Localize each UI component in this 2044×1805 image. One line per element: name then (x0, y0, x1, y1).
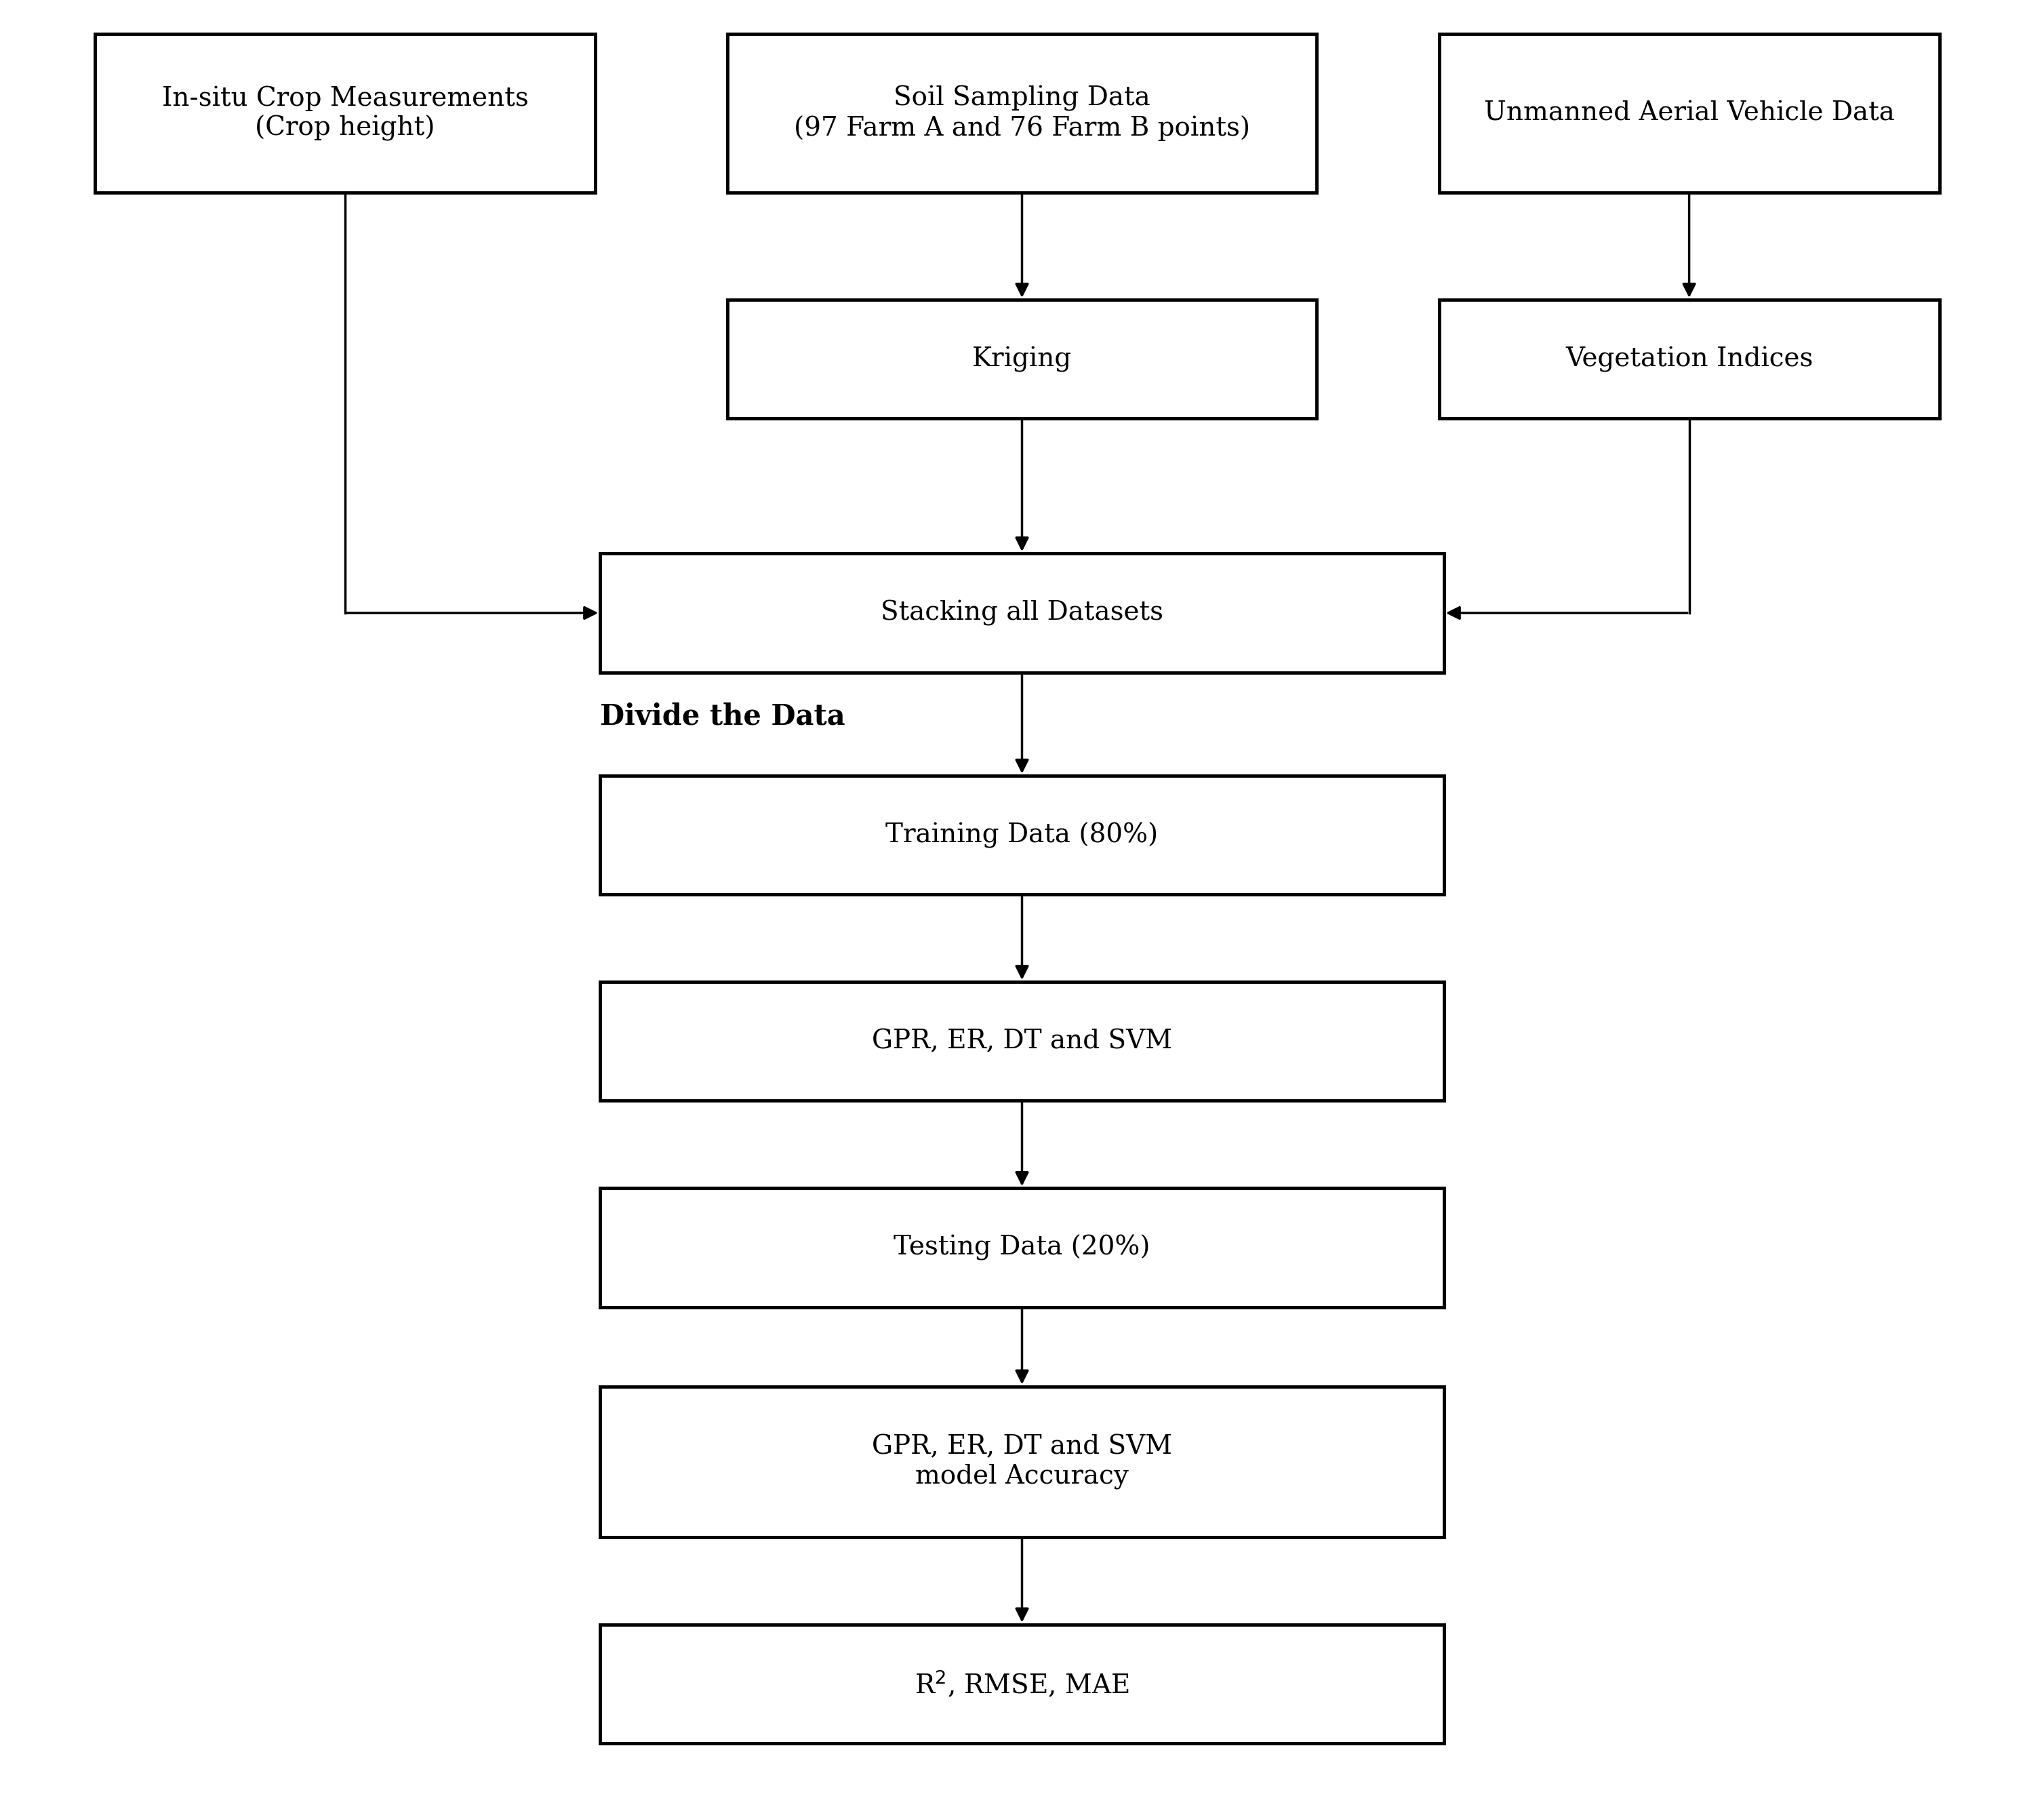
Text: Testing Data (20%): Testing Data (20%) (893, 1235, 1151, 1260)
FancyBboxPatch shape (601, 1188, 1443, 1307)
FancyBboxPatch shape (601, 1625, 1443, 1744)
FancyBboxPatch shape (601, 1386, 1443, 1538)
FancyBboxPatch shape (601, 554, 1443, 673)
FancyBboxPatch shape (728, 34, 1316, 193)
FancyBboxPatch shape (94, 34, 595, 193)
Text: Kriging: Kriging (973, 347, 1071, 372)
Text: GPR, ER, DT and SVM
model Accuracy: GPR, ER, DT and SVM model Accuracy (873, 1435, 1171, 1489)
Text: Divide the Data: Divide the Data (601, 702, 846, 731)
Text: R$^2$, RMSE, MAE: R$^2$, RMSE, MAE (914, 1668, 1130, 1699)
Text: Vegetation Indices: Vegetation Indices (1566, 347, 1813, 372)
Text: Unmanned Aerial Vehicle Data: Unmanned Aerial Vehicle Data (1484, 101, 1895, 126)
FancyBboxPatch shape (601, 982, 1443, 1101)
FancyBboxPatch shape (601, 776, 1443, 895)
Text: In-situ Crop Measurements
(Crop height): In-situ Crop Measurements (Crop height) (161, 85, 527, 141)
FancyBboxPatch shape (728, 300, 1316, 419)
FancyBboxPatch shape (1439, 300, 1940, 419)
Text: Soil Sampling Data
(97 Farm A and 76 Farm B points): Soil Sampling Data (97 Farm A and 76 Far… (793, 85, 1251, 141)
Text: GPR, ER, DT and SVM: GPR, ER, DT and SVM (873, 1029, 1171, 1054)
FancyBboxPatch shape (1439, 34, 1940, 193)
Text: Training Data (80%): Training Data (80%) (885, 821, 1159, 848)
Text: Stacking all Datasets: Stacking all Datasets (881, 599, 1163, 626)
